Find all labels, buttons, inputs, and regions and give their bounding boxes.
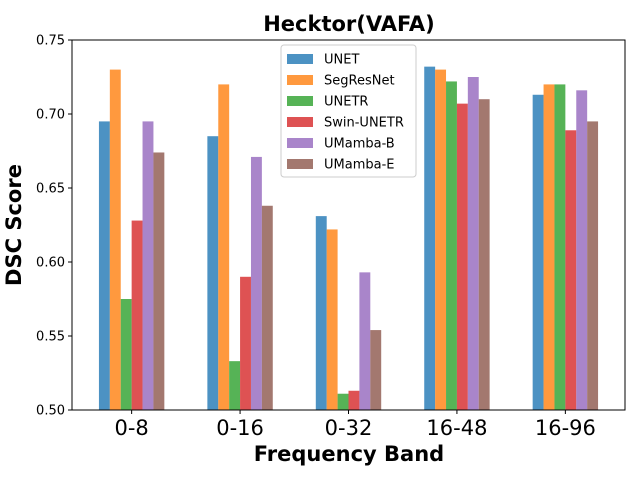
y-tick-label: 0.75 <box>36 34 65 49</box>
x-tick-label: 0-16 <box>216 416 264 440</box>
y-tick-label: 0.70 <box>36 108 65 123</box>
bar-segresnet-16-96 <box>543 84 555 411</box>
bar-swin-unetr-0-32 <box>348 390 360 410</box>
legend-label-swin-unetr: Swin-UNETR <box>324 116 404 131</box>
bar-unet-0-32 <box>315 216 327 410</box>
bar-segresnet-0-8 <box>109 69 121 410</box>
x-axis-label: Frequency Band <box>254 442 444 466</box>
bar-swin-unetr-0-8 <box>131 220 143 410</box>
legend-swatch-unetr <box>287 96 313 106</box>
y-tick-label: 0.55 <box>36 330 65 345</box>
bar-unetr-16-48 <box>446 81 457 410</box>
bar-umamba-b-16-48 <box>467 77 479 410</box>
bar-unetr-0-32 <box>337 393 349 410</box>
bar-unetr-0-8 <box>120 299 132 410</box>
bar-umamba-e-0-8 <box>153 152 165 411</box>
bar-unet-16-96 <box>532 94 544 410</box>
bar-unet-0-16 <box>207 136 219 410</box>
legend-swatch-swin-unetr <box>287 117 313 127</box>
y-axis-label: DSC Score <box>2 164 26 286</box>
legend-label-segresnet: SegResNet <box>324 74 395 89</box>
bar-umamba-e-16-48 <box>478 99 490 410</box>
bar-umamba-e-0-16 <box>261 205 273 410</box>
bar-unetr-16-96 <box>554 84 566 411</box>
chart-title: Hecktor(VAFA) <box>263 12 435 36</box>
bar-umamba-b-0-8 <box>142 121 154 411</box>
legend-label-unet: UNET <box>324 53 359 68</box>
legend-swatch-umamba-b <box>287 138 313 148</box>
legend: UNET SegResNet UNETR Swin-UNETR UMamba-B UMam… <box>280 44 417 178</box>
legend-swatch-umamba-e <box>287 159 313 169</box>
legend-swatch-unet <box>287 54 313 64</box>
bar-unet-16-48 <box>424 66 436 410</box>
bar-unet-0-8 <box>98 121 110 411</box>
legend-label-umamba-b: UMamba-B <box>324 137 395 152</box>
x-tick-label: 0-8 <box>114 416 148 440</box>
y-tick-label: 0.50 <box>36 404 65 419</box>
legend-label-unetr: UNETR <box>324 95 368 110</box>
legend-label-umamba-e: UMamba-E <box>324 158 394 173</box>
bar-umamba-e-16-96 <box>587 121 599 411</box>
bar-segresnet-0-16 <box>218 84 230 411</box>
y-tick-label: 0.65 <box>36 182 65 197</box>
legend-box <box>280 44 417 178</box>
bar-swin-unetr-0-16 <box>240 276 251 410</box>
y-tick-label: 0.60 <box>36 256 65 271</box>
x-tick-label: 16-96 <box>535 416 596 440</box>
bar-umamba-b-16-96 <box>576 90 588 410</box>
bar-swin-unetr-16-96 <box>565 130 577 410</box>
bar-swin-unetr-16-48 <box>456 103 468 410</box>
y-axis: 0.50 0.55 0.60 0.65 0.70 0.75 <box>36 34 72 419</box>
legend-swatch-segresnet <box>287 75 313 85</box>
bar-segresnet-0-32 <box>326 229 338 410</box>
x-axis: 0-8 0-16 0-32 16-48 16-96 <box>114 410 596 440</box>
x-tick-label: 16-48 <box>426 416 487 440</box>
bar-umamba-b-0-32 <box>359 272 371 410</box>
bars-group <box>98 66 599 411</box>
bar-umamba-e-0-32 <box>370 330 382 410</box>
x-tick-label: 0-32 <box>325 416 373 440</box>
bar-umamba-b-0-16 <box>250 156 262 410</box>
bar-segresnet-16-48 <box>435 69 447 410</box>
bar-unetr-0-16 <box>229 361 241 410</box>
